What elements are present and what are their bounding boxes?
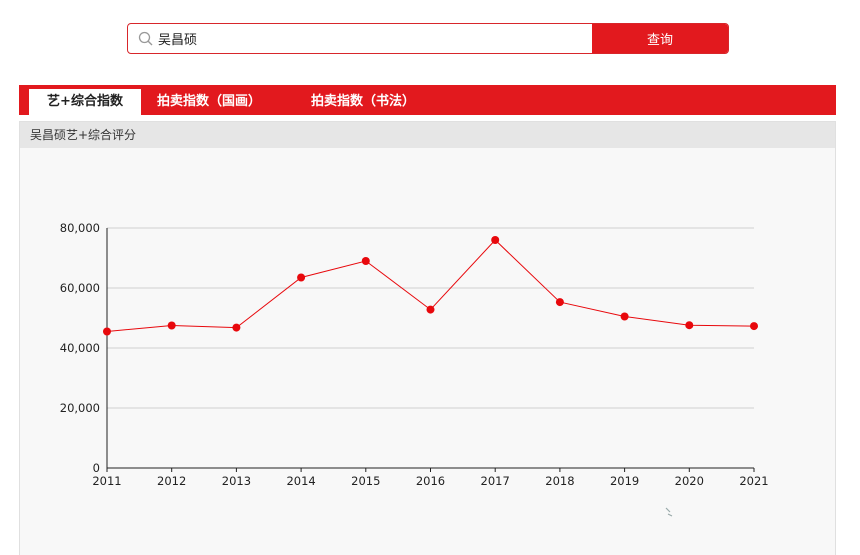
series-line bbox=[106, 239, 755, 332]
x-tick-label: 2021 bbox=[739, 474, 768, 488]
y-tick-label: 60,000 bbox=[60, 281, 100, 295]
x-tick-label: 2016 bbox=[416, 474, 445, 488]
x-tick-label: 2013 bbox=[222, 474, 251, 488]
data-point bbox=[297, 273, 306, 282]
search-bar: 查询 bbox=[127, 23, 729, 54]
axes bbox=[106, 228, 755, 472]
search-input[interactable] bbox=[158, 26, 588, 51]
y-tick-label: 80,000 bbox=[60, 221, 100, 235]
chart-toolbox-icon[interactable] bbox=[664, 506, 676, 518]
data-point bbox=[491, 236, 500, 244]
x-tick-label: 2018 bbox=[545, 474, 574, 488]
series bbox=[103, 236, 758, 336]
data-point bbox=[426, 305, 435, 314]
tab-bar: 艺+综合指数 拍卖指数（国画） 拍卖指数（书法） bbox=[19, 85, 836, 115]
data-point bbox=[620, 312, 629, 321]
x-tick-label: 2015 bbox=[351, 474, 380, 488]
x-tick-label: 2017 bbox=[481, 474, 510, 488]
x-tick-label: 2019 bbox=[610, 474, 639, 488]
data-point bbox=[103, 327, 111, 336]
search-icon bbox=[138, 31, 153, 46]
data-point bbox=[232, 323, 241, 332]
data-point bbox=[361, 257, 370, 265]
data-point bbox=[555, 298, 564, 307]
y-tick-label: 40,000 bbox=[60, 341, 100, 355]
y-tick-labels: 0 20,000 40,000 60,000 80,000 bbox=[60, 221, 100, 475]
y-tick-label: 20,000 bbox=[60, 401, 100, 415]
search-button[interactable]: 查询 bbox=[592, 24, 728, 53]
y-tick-label: 0 bbox=[93, 461, 100, 475]
data-point bbox=[750, 322, 758, 331]
tab-auction-index-painting[interactable]: 拍卖指数（国画） bbox=[156, 94, 261, 109]
tab-composite-index[interactable]: 艺+综合指数 bbox=[29, 89, 141, 115]
x-tick-label: 2020 bbox=[675, 474, 704, 488]
x-tick-label: 2014 bbox=[286, 474, 315, 488]
data-point bbox=[685, 321, 694, 330]
chart-panel: 吴昌硕艺+综合评分 bbox=[19, 121, 836, 555]
data-point bbox=[167, 321, 176, 330]
x-tick-labels: 2011 2012 2013 2014 2015 2016 2017 2018 2019 2020… bbox=[92, 474, 768, 488]
x-tick-label: 2012 bbox=[157, 474, 186, 488]
x-tick-label: 2011 bbox=[92, 474, 121, 488]
grid-lines bbox=[107, 227, 754, 409]
panel-title: 吴昌硕艺+综合评分 bbox=[20, 122, 835, 148]
tab-auction-index-calligraphy[interactable]: 拍卖指数（书法） bbox=[310, 94, 415, 109]
